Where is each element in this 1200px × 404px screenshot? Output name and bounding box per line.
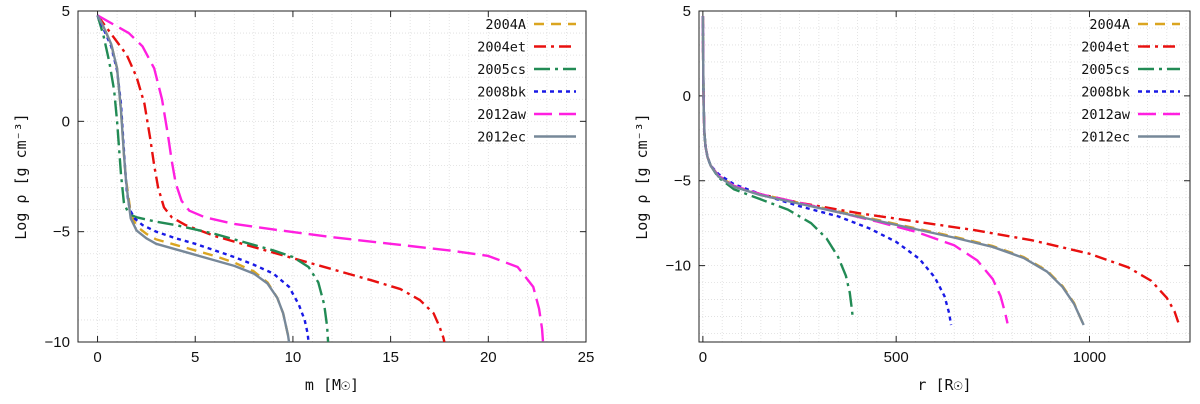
legend-label-2004A: 2004A bbox=[485, 17, 526, 33]
series-group bbox=[96, 14, 545, 342]
series-line-2008bk bbox=[701, 16, 953, 326]
y-tick-label: −10 bbox=[45, 334, 70, 351]
legend-label-2012aw: 2012aw bbox=[477, 107, 527, 123]
plot-frame bbox=[77, 10, 587, 343]
legend-label-2008bk: 2008bk bbox=[1081, 85, 1130, 101]
x-tick-label: 500 bbox=[884, 349, 909, 366]
series-line-2012ec bbox=[96, 14, 291, 342]
right-panel-density-vs-radius: 0 500 1000 −10 −5 0 5 r [R☉] Log ρ [g cm⁻³] 2004A… bbox=[633, 3, 1191, 394]
x-tick-label: 15 bbox=[382, 349, 399, 366]
x-tick-label: 25 bbox=[578, 349, 595, 366]
y-tick-label: −5 bbox=[53, 224, 70, 241]
y-axis-label: Log ρ [g cm⁻³] bbox=[12, 113, 30, 239]
y-tick-label: −5 bbox=[674, 173, 691, 190]
plot-frame bbox=[698, 10, 1191, 343]
legend-label-2004et: 2004et bbox=[1081, 40, 1130, 56]
legend-label-2012ec: 2012ec bbox=[477, 130, 526, 146]
left-panel-density-vs-mass: 0 5 10 15 20 25 −10 −5 0 5 m [M☉] Log ρ [g cm⁻³] 200… bbox=[12, 3, 594, 394]
y-tick-label: 5 bbox=[62, 3, 70, 20]
x-tick-label: 20 bbox=[480, 349, 497, 366]
x-axis-label: m [M☉] bbox=[305, 376, 359, 394]
x-tick-label: 1000 bbox=[1073, 349, 1106, 366]
y-axis-label: Log ρ [g cm⁻³] bbox=[633, 113, 651, 239]
legend-label-2008bk: 2008bk bbox=[477, 85, 526, 101]
series-group bbox=[701, 16, 1181, 326]
x-tick-label: 10 bbox=[285, 349, 302, 366]
y-tick-label: 0 bbox=[62, 113, 70, 130]
legend-label-2012ec: 2012ec bbox=[1081, 130, 1130, 146]
legend-label-2005cs: 2005cs bbox=[477, 62, 526, 78]
x-axis-label: r [R☉] bbox=[917, 376, 971, 394]
x-tick-label: 0 bbox=[93, 349, 101, 366]
y-tick-label: −10 bbox=[666, 258, 691, 275]
series-line-2012ec bbox=[701, 16, 1085, 326]
series-line-2005cs bbox=[701, 16, 855, 319]
legend-label-2005cs: 2005cs bbox=[1081, 62, 1130, 78]
series-line-2005cs bbox=[96, 15, 330, 342]
legend-label-2004A: 2004A bbox=[1089, 17, 1130, 33]
series-line-2004A bbox=[96, 14, 291, 342]
series-line-2008bk bbox=[96, 14, 310, 342]
y-tick-label: 0 bbox=[683, 88, 691, 105]
series-line-2004A bbox=[701, 16, 1085, 326]
y-tick-label: 5 bbox=[683, 3, 691, 20]
x-tick-label: 0 bbox=[699, 349, 707, 366]
legend-label-2004et: 2004et bbox=[477, 40, 526, 56]
x-tick-label: 5 bbox=[191, 349, 199, 366]
legend-label-2012aw: 2012aw bbox=[1081, 107, 1131, 123]
series-line-2004et bbox=[96, 14, 446, 342]
series-line-2004et bbox=[701, 16, 1181, 326]
